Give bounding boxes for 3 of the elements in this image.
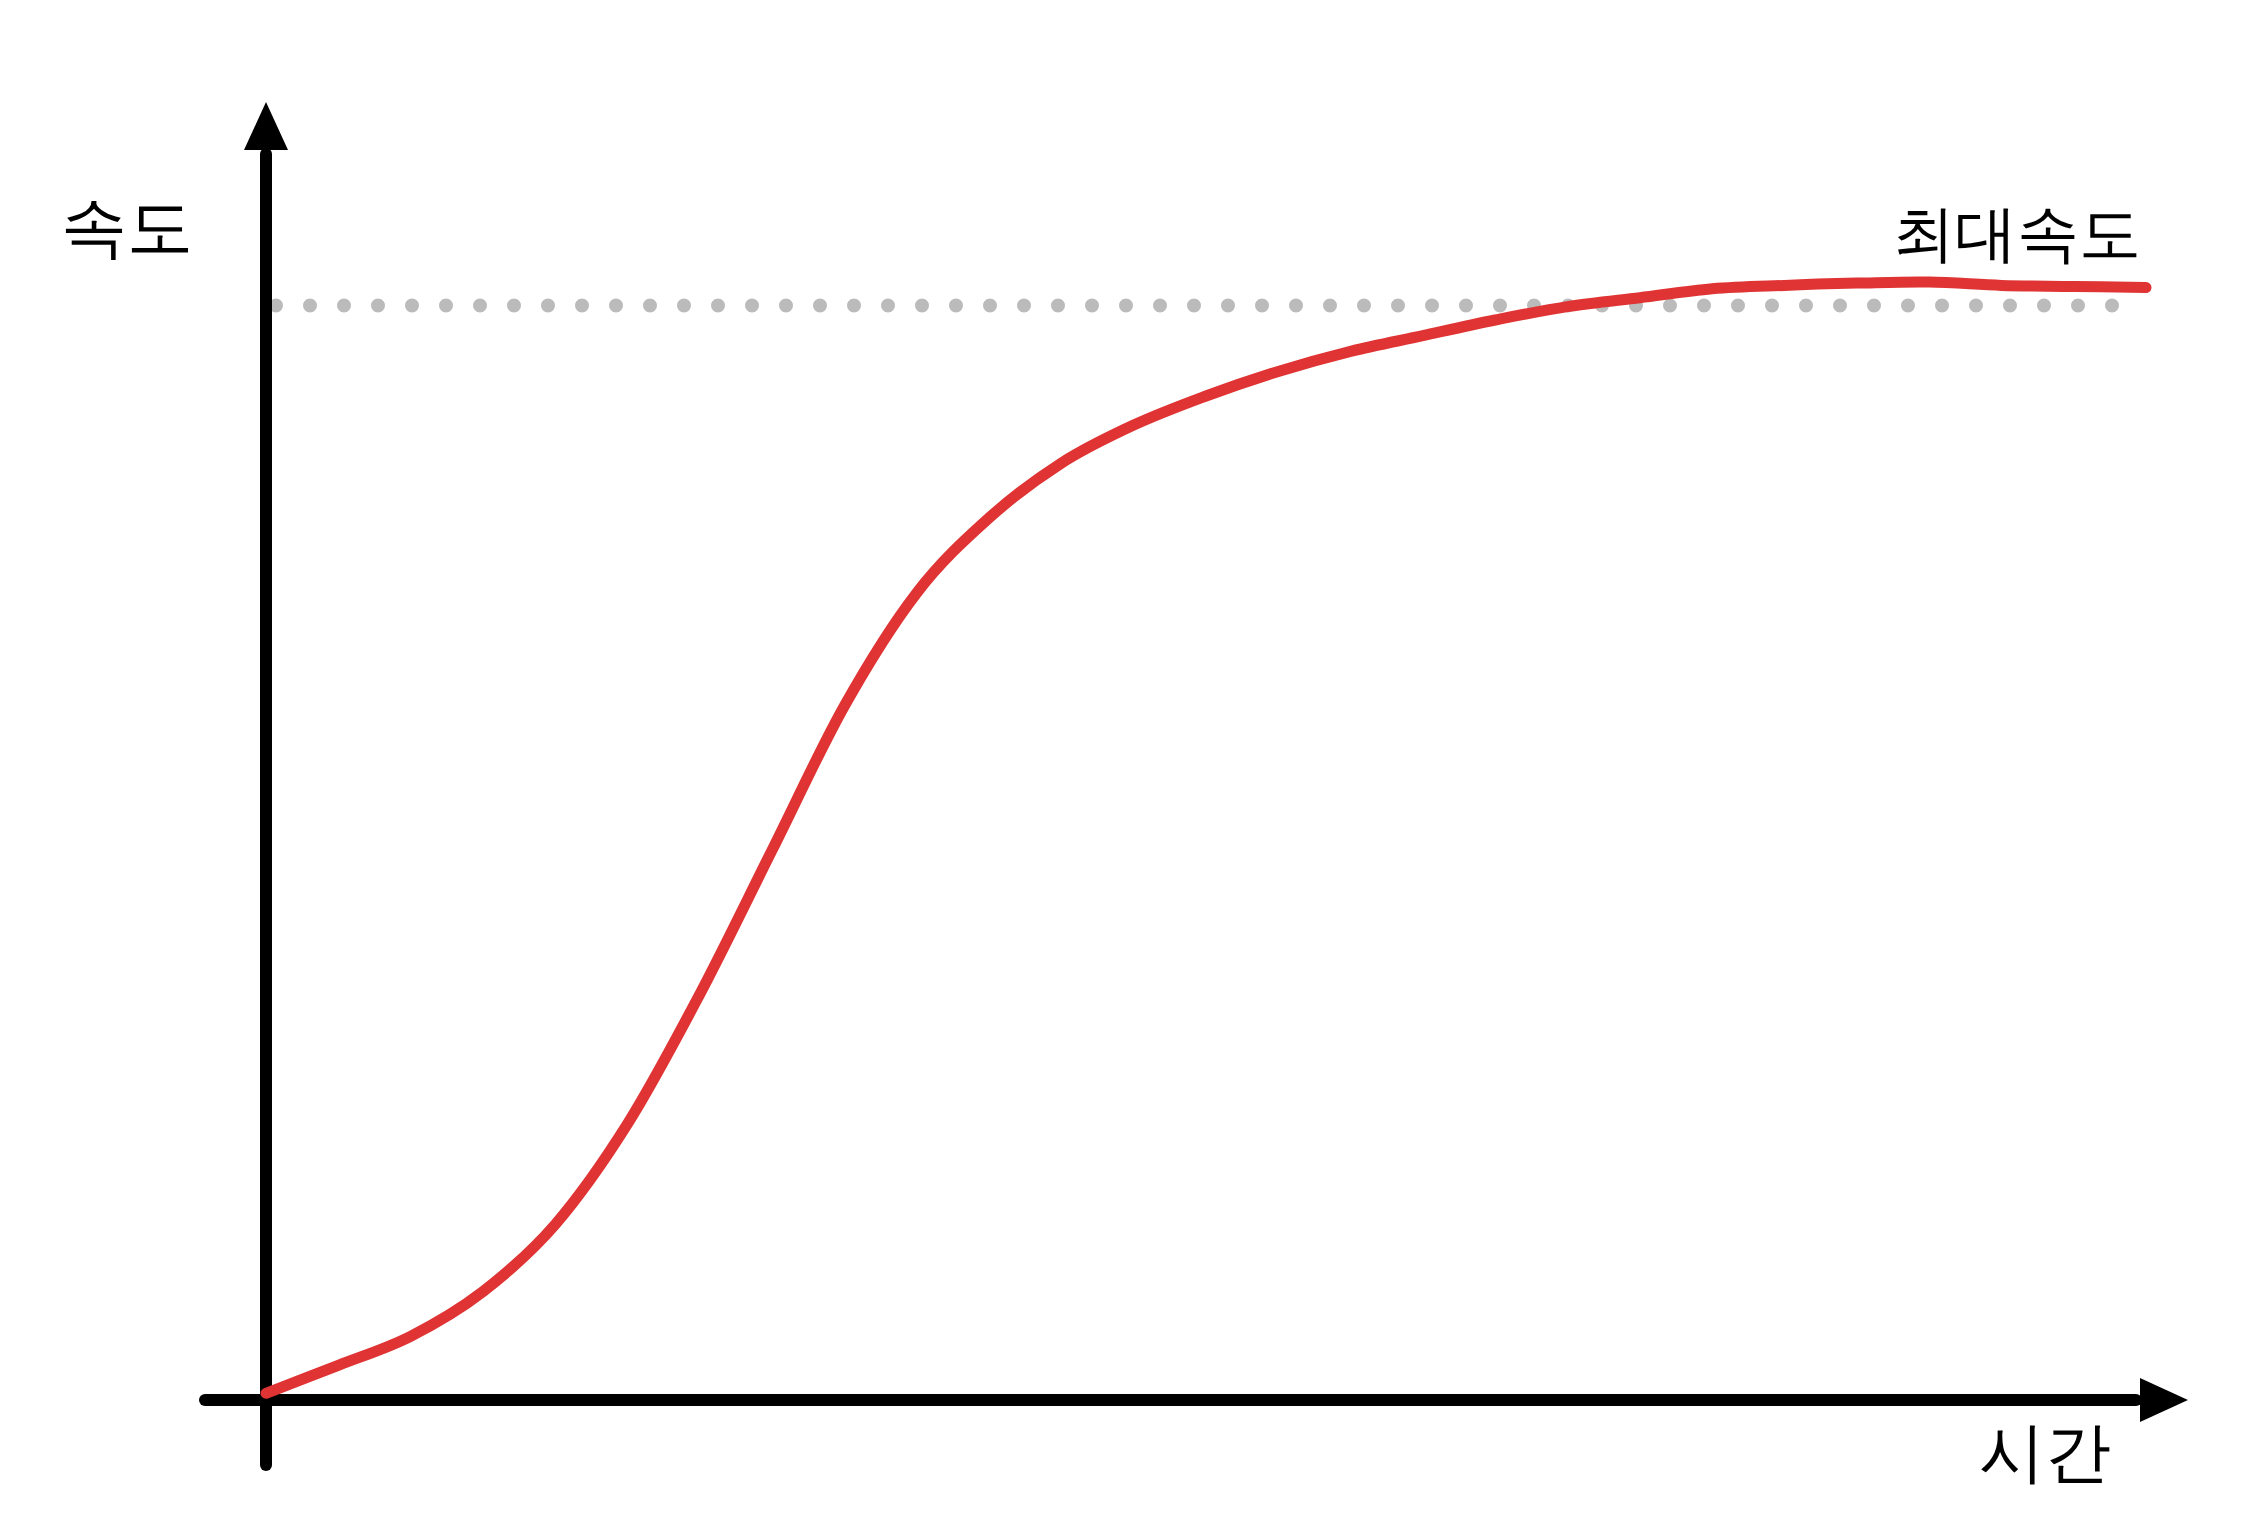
y-axis-title: 속도 [61, 189, 193, 266]
x-axis-title: 시간 [1979, 1414, 2111, 1491]
ref-line-label: 최대속도 [1893, 197, 2141, 271]
